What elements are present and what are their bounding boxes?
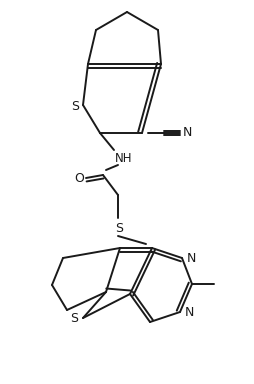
Text: O: O bbox=[74, 172, 84, 184]
Text: S: S bbox=[70, 313, 78, 326]
Text: NH: NH bbox=[115, 152, 132, 164]
Text: N: N bbox=[182, 126, 191, 139]
Text: N: N bbox=[184, 306, 193, 318]
Text: S: S bbox=[115, 222, 122, 235]
Text: N: N bbox=[186, 252, 195, 265]
Text: S: S bbox=[71, 99, 79, 113]
